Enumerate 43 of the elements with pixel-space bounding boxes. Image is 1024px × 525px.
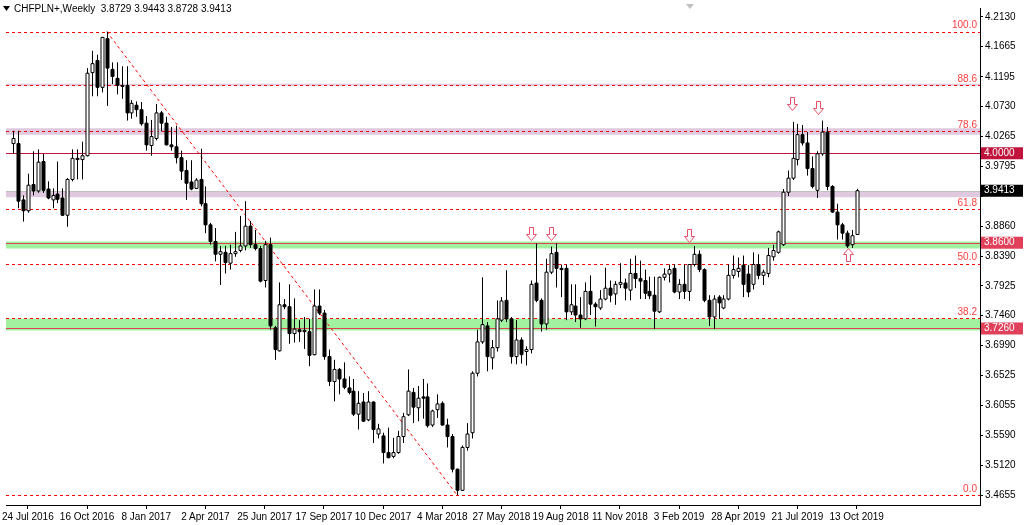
y-tick-label: 3.5590 [985,429,1017,441]
y-tick-label: 4.2130 [985,10,1017,22]
annotation: 38.2 [957,305,978,317]
annotation: 50.0 [957,251,978,263]
y-tick-label: 4.0730 [985,100,1017,112]
annotation: 0.0 [963,482,978,494]
ref-line-label: 3.8600 [984,236,1016,248]
ref-line-label: 3.7260 [984,322,1016,334]
x-tick-label: 25 Jun 2017 [237,510,293,522]
annotation: 61.8 [957,196,978,208]
y-tick-label: 3.7925 [985,279,1017,291]
y-tick-label: 3.7460 [985,309,1017,321]
x-tick-label: 21 Jul 2019 [771,510,824,522]
x-tick-label: 4 Mar 2018 [416,510,468,522]
x-tick-label: 3 Feb 2019 [653,510,705,522]
y-tick-label: 3.8390 [985,249,1017,261]
annotation: 100.0 [951,19,978,31]
y-tick-label: 3.6990 [985,339,1017,351]
y-tick-label: 4.1195 [985,70,1016,82]
x-tick-label: 10 Dec 2017 [354,510,412,522]
y-tick-label: 4.1665 [985,40,1017,52]
y-tick-label: 3.6055 [985,399,1017,411]
ref-line-label: 4.0000 [984,146,1016,158]
chart-title: CHFPLN+,Weekly 3.8729 3.9443 3.8728 3.9413 [14,3,232,14]
ref-line-label: 3.9413 [984,184,1016,196]
y-tick-label: 3.6525 [985,369,1017,381]
annotation: 78.6 [957,118,978,130]
x-tick-label: 28 Apr 2019 [711,510,766,522]
x-tick-label: 24 Jul 2016 [2,510,55,522]
x-tick-label: 2 Apr 2017 [181,510,231,522]
x-tick-label: 19 Aug 2018 [532,510,590,522]
x-tick-label: 11 Nov 2018 [591,510,649,522]
y-tick-label: 3.4655 [985,488,1017,500]
x-tick-label: 8 Jan 2017 [121,510,172,522]
x-tick-label: 17 Sep 2017 [295,510,353,522]
x-tick-label: 16 Oct 2016 [59,510,115,522]
y-tick-label: 3.8860 [985,219,1017,231]
x-tick-label: 27 May 2018 [472,510,531,522]
x-tick-label: 13 Oct 2019 [829,510,885,522]
annotation: 88.6 [957,72,978,84]
y-tick-label: 3.5120 [985,459,1017,471]
y-tick-label: 4.0265 [985,130,1017,141]
y-tick-label: 3.9795 [985,160,1017,172]
